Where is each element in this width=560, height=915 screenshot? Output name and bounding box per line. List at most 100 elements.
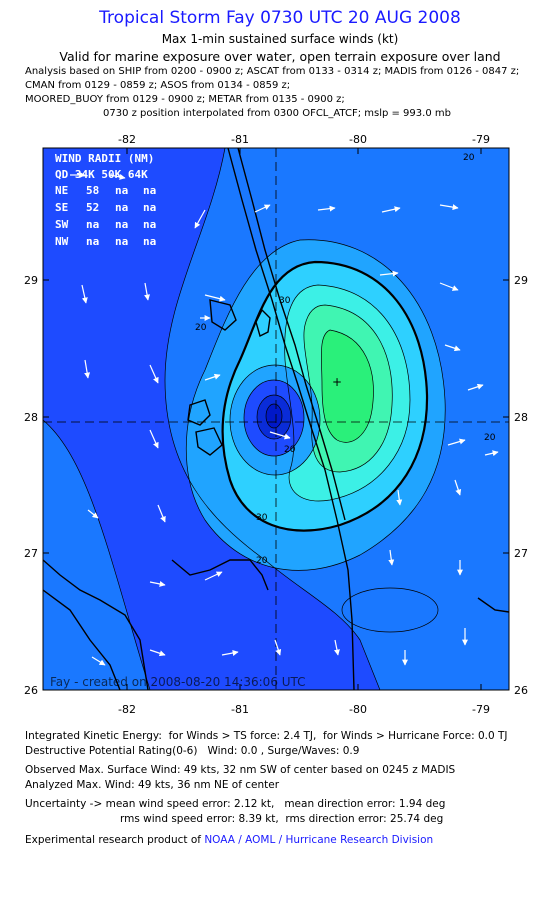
- wind-radii-value: na: [115, 201, 128, 214]
- lon-tick-bottom: -82: [118, 703, 136, 716]
- contour-band-20-west: [43, 420, 150, 690]
- lat-tick-left: 29: [24, 274, 38, 287]
- wind-radii-value: na: [86, 235, 99, 248]
- wind-arrow: [204, 571, 223, 581]
- lat-tick-left: 26: [24, 684, 38, 697]
- analysis-line-3: MOORED_BUOY from 0129 - 0900 z; METAR fr…: [25, 94, 345, 105]
- wind-radii-title: WIND RADII (NM): [55, 152, 154, 165]
- wind-arrow: [91, 656, 106, 666]
- lon-tick-top: -79: [472, 133, 490, 146]
- contour-label: 20: [195, 323, 207, 333]
- wind-radii-value: na: [143, 184, 156, 197]
- wind-arrow: [467, 383, 484, 391]
- uncertainty-line-2: rms wind speed error: 8.39 kt, rms direc…: [120, 813, 444, 825]
- wind-arrow: [388, 549, 395, 566]
- map-title: Tropical Storm Fay 0730 UTC 20 AUG 2008: [99, 8, 461, 28]
- credit-line: Fay - created on 2008-08-20 14:36:06 UTC: [50, 675, 306, 689]
- analyzed-max-wind: Analyzed Max. Wind: 49 kts, 36 nm NE of …: [25, 779, 280, 791]
- lat-tick-left: 28: [24, 411, 38, 424]
- wind-radii-quadrant: SW: [55, 218, 69, 231]
- wind-radii-value: na: [115, 235, 128, 248]
- wind-radii-value: na: [143, 235, 156, 248]
- wind-arrow: [204, 294, 226, 302]
- wind-arrow: [439, 282, 459, 291]
- coastline: [43, 148, 509, 690]
- wind-arrow: [333, 639, 340, 656]
- lon-tick-bottom: -79: [472, 703, 490, 716]
- contour-label: 20: [256, 556, 268, 566]
- wind-arrow: [204, 373, 221, 381]
- wind-radii-value: 58: [86, 184, 99, 197]
- wind-arrow: [149, 580, 166, 587]
- contour-label: 20: [484, 433, 496, 443]
- wind-arrow: [254, 204, 271, 213]
- wind-arrow: [439, 204, 459, 211]
- contour-band-45: [321, 330, 374, 443]
- wind-radii-value: 52: [86, 201, 99, 214]
- wind-arrow: [149, 429, 159, 449]
- contour-band-20-south: [342, 588, 438, 632]
- wind-arrow: [274, 639, 282, 656]
- wind-arrow: [454, 479, 462, 496]
- lon-tick-bottom: -80: [349, 703, 367, 716]
- wind-arrow: [381, 206, 401, 213]
- wind-arrow: [484, 450, 499, 457]
- dpr-line: Destructive Potential Rating(0-6) Wind: …: [25, 745, 360, 757]
- wind-arrow: [157, 504, 166, 523]
- lat-tick-right: 26: [514, 684, 528, 697]
- map-field: 30 20 20 20 30 20 20 + WIND RADII (NM) Q…: [43, 148, 509, 690]
- contour-lines: [43, 148, 446, 690]
- lon-tick-bottom: -81: [231, 703, 249, 716]
- wind-radii-quadrant: NW: [55, 235, 69, 248]
- analysis-line-1: Analysis based on SHIP from 0200 - 0900 …: [25, 66, 520, 77]
- map-frame: [42, 147, 510, 691]
- validity-note: Valid for marine exposure over water, op…: [59, 49, 501, 64]
- product-prefix: Experimental research product of: [25, 834, 201, 846]
- wind-arrow: [194, 209, 206, 229]
- lon-tick-top: -80: [349, 133, 367, 146]
- wind-arrow: [269, 431, 291, 440]
- product-credit: Experimental research product of NOAA / …: [25, 834, 433, 846]
- wind-radii-header: QD 34K 50K 64K: [55, 168, 148, 181]
- wind-radii-value: na: [86, 218, 99, 231]
- wind-arrow: [396, 489, 403, 506]
- wind-arrow: [109, 173, 126, 180]
- wind-arrow: [379, 270, 399, 277]
- wind-arrow: [81, 284, 88, 304]
- wind-arrow: [221, 650, 239, 656]
- wind-arrow: [144, 282, 151, 301]
- analysis-line-4: 0730 z position interpolated from 0300 O…: [103, 108, 451, 119]
- lat-tick-right: 28: [514, 411, 528, 424]
- wind-radii-value: na: [115, 184, 128, 197]
- contour-label: 20: [284, 445, 296, 455]
- hrd-link[interactable]: NOAA / AOML / Hurricane Research Divisio…: [204, 834, 434, 846]
- wind-radii-quadrant: NE: [55, 184, 68, 197]
- wind-arrow: [447, 438, 466, 446]
- wind-arrow: [149, 364, 159, 384]
- lon-tick-top: -82: [118, 133, 136, 146]
- wind-radii-value: na: [143, 218, 156, 231]
- lat-tick-right: 29: [514, 274, 528, 287]
- wind-arrow: [87, 509, 99, 519]
- uncertainty-line-1: Uncertainty -> mean wind speed error: 2.…: [25, 798, 446, 810]
- wind-arrow: [149, 649, 166, 657]
- contour-label: 20: [463, 153, 475, 163]
- axis-ticks: [43, 148, 509, 690]
- analysis-line-2: CMAN from 0129 - 0859 z; ASOS from 0134 …: [25, 80, 291, 91]
- contour-label: 30: [256, 513, 268, 523]
- wind-arrow: [84, 359, 91, 379]
- max-wind-marker: +: [332, 375, 342, 389]
- wind-radii-value: na: [143, 201, 156, 214]
- map-subtitle: Max 1-min sustained surface winds (kt): [161, 32, 399, 46]
- wind-vectors: [70, 172, 499, 666]
- lon-tick-top: -81: [231, 133, 249, 146]
- wind-arrow: [444, 344, 461, 352]
- tropical-storm-force-contour: [221, 260, 429, 532]
- wind-radii-value: na: [115, 218, 128, 231]
- wind-radii-table: WIND RADII (NM) QD 34K 50K 64K NE 58 na na S…: [55, 152, 156, 248]
- wind-arrow: [317, 205, 336, 212]
- contour-label: 30: [279, 296, 291, 306]
- lat-tick-right: 27: [514, 547, 528, 560]
- ike-line: Integrated Kinetic Energy: for Winds > T…: [25, 730, 508, 742]
